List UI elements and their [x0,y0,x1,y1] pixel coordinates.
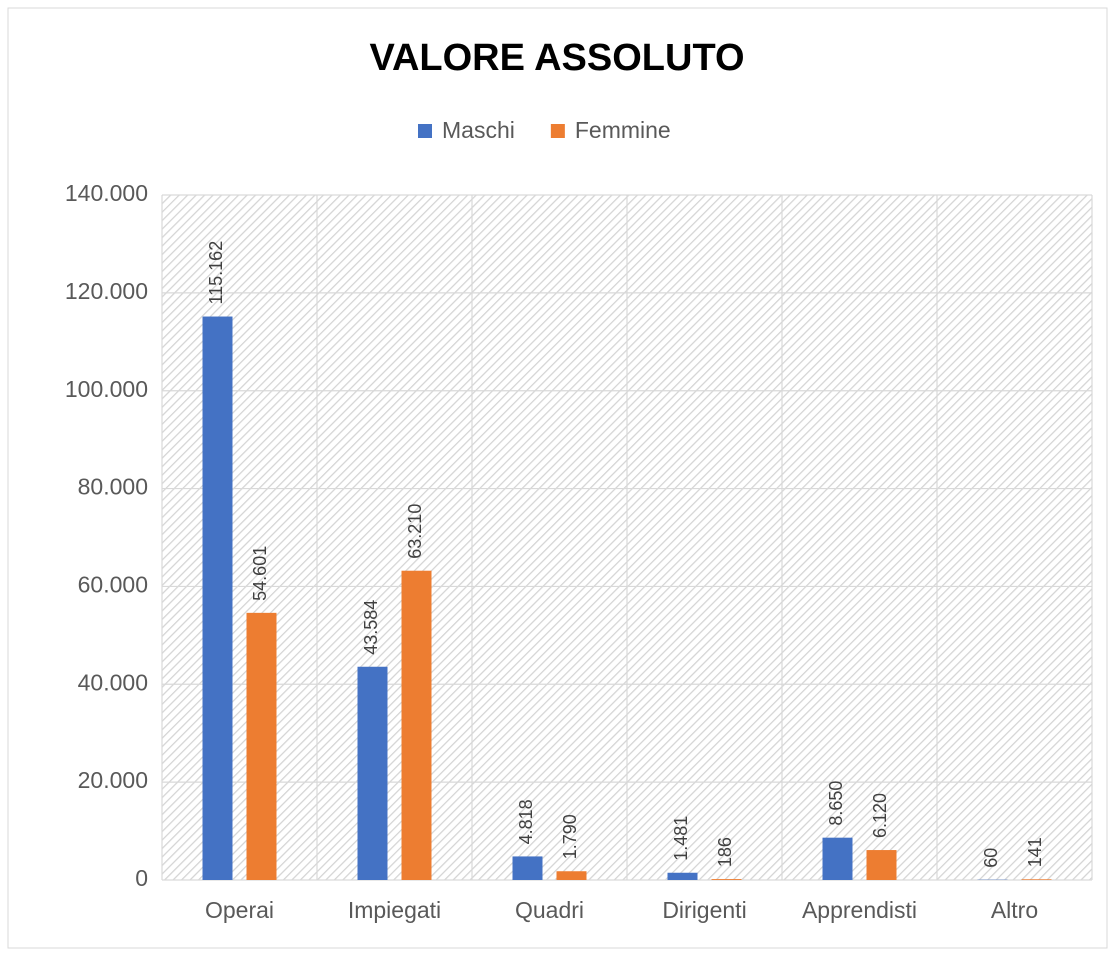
y-tick-label: 140.000 [65,180,148,206]
data-label: 141 [1025,837,1045,867]
bar [557,871,587,880]
x-tick-label: Apprendisti [802,897,917,923]
data-label: 63.210 [405,504,425,559]
data-label: 115.162 [206,241,226,305]
y-tick-label: 40.000 [78,669,148,695]
data-label: 6.120 [870,793,890,838]
x-tick-label: Dirigenti [662,897,746,923]
bar [402,571,432,880]
legend-swatch [418,124,432,138]
bar [867,850,897,880]
data-label: 1.481 [671,816,691,861]
data-label: 60 [981,848,1001,868]
bar [513,856,543,880]
bar [1022,879,1052,880]
data-label: 186 [715,837,735,867]
y-tick-label: 100.000 [65,376,148,402]
y-tick-label: 20.000 [78,767,148,793]
legend-label: Femmine [575,117,671,143]
data-label: 43.584 [361,600,381,655]
x-tick-label: Quadri [515,897,584,923]
legend-swatch [551,124,565,138]
data-label: 54.601 [250,546,270,601]
data-label: 8.650 [826,781,846,826]
y-tick-label: 60.000 [78,572,148,598]
bar [247,613,277,880]
data-label: 4.818 [516,799,536,844]
y-tick-label: 80.000 [78,474,148,500]
y-tick-label: 0 [135,865,148,891]
bar [823,838,853,880]
bar [712,879,742,880]
y-tick-label: 120.000 [65,278,148,304]
x-tick-label: Operai [205,897,274,923]
bar [203,317,233,880]
x-tick-label: Altro [991,897,1038,923]
legend-label: Maschi [442,117,515,143]
data-label: 1.790 [560,814,580,859]
bar [358,667,388,880]
bar [668,873,698,880]
x-tick-label: Impiegati [348,897,441,923]
chart-title: VALORE ASSOLUTO [369,37,744,79]
